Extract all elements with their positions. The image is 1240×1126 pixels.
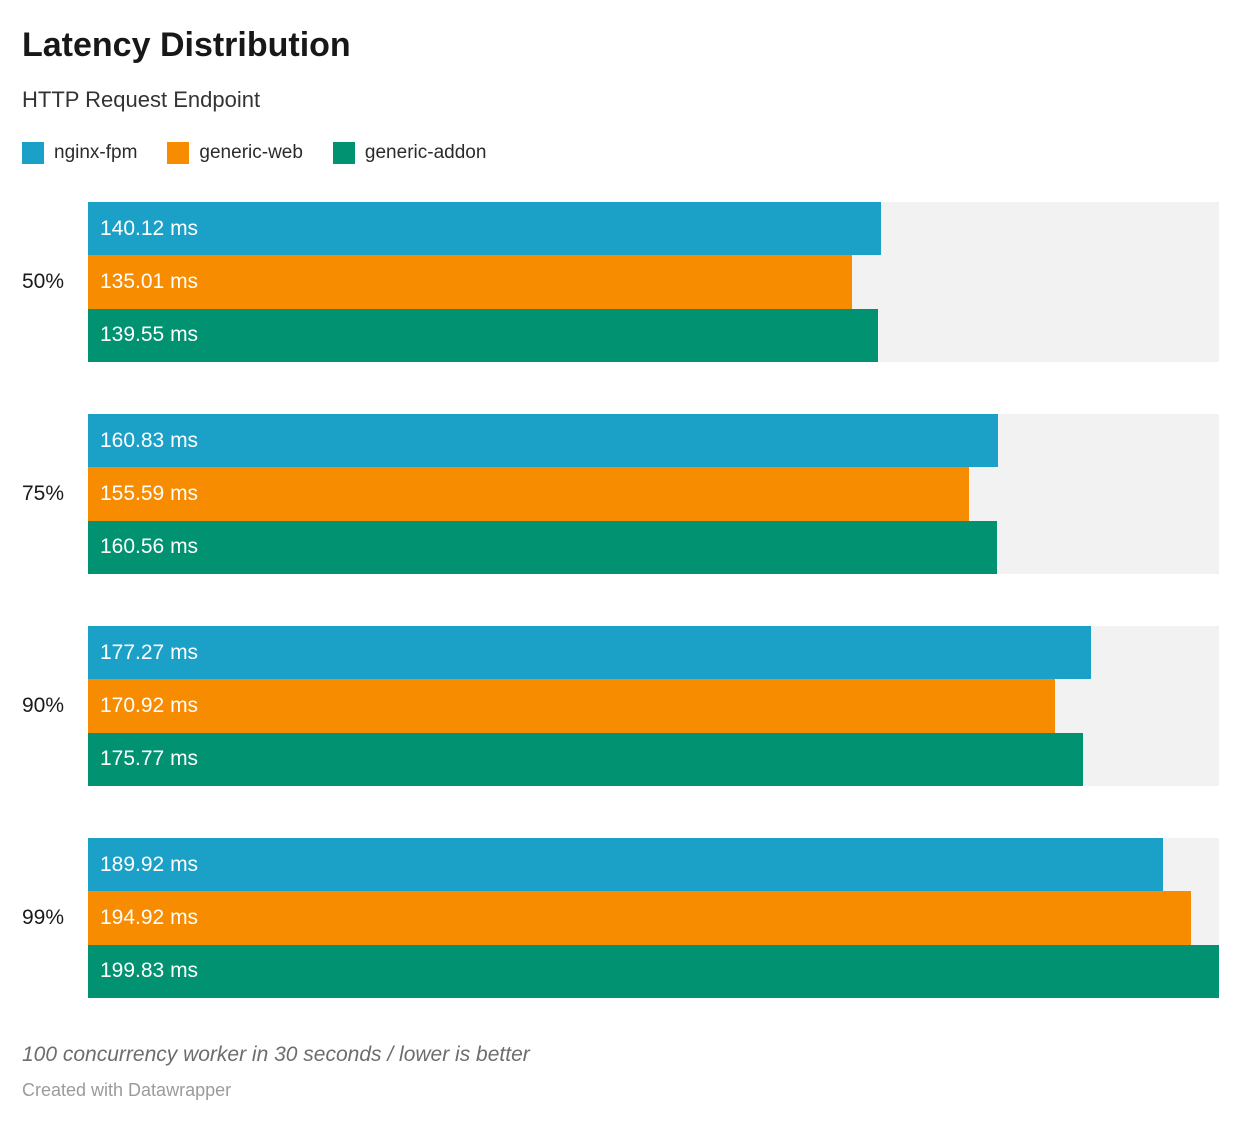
bar-generic-web-99%: 194.92 ms — [88, 891, 1192, 945]
datawrapper-credit: Created with Datawrapper — [22, 1080, 232, 1100]
page-title: Latency Distribution — [22, 26, 351, 64]
bar-group-99%: 99% 189.92 ms 194.92 ms 199.83 ms — [22, 838, 1219, 998]
legend-swatch-nginx-fpm — [22, 142, 44, 164]
value-label: 194.92 ms — [100, 905, 199, 929]
category-label: 50% — [22, 270, 65, 293]
category-label: 90% — [22, 694, 65, 717]
legend-swatch-generic-web — [167, 142, 190, 164]
bar-generic-addon-75%: 160.56 ms — [88, 520, 997, 574]
legend-label: generic-addon — [364, 142, 487, 163]
bar-generic-web-50%: 135.01 ms — [88, 255, 853, 309]
bar-track: 160.83 ms 155.59 ms 160.56 ms — [88, 414, 1219, 574]
value-label: 177.27 ms — [100, 640, 199, 664]
bar-nginx-fpm-75%: 160.83 ms — [88, 414, 999, 468]
category-label: 99% — [22, 906, 65, 929]
value-label: 139.55 ms — [100, 323, 199, 347]
category-label: 75% — [22, 482, 65, 505]
legend-label: generic-web — [199, 142, 303, 163]
chart-note: 100 concurrency worker in 30 seconds / l… — [22, 1043, 530, 1066]
bar-track: 189.92 ms 194.92 ms 199.83 ms — [88, 838, 1219, 998]
bar-generic-addon-50%: 139.55 ms — [88, 308, 878, 362]
chart-subtitle: HTTP Request Endpoint — [22, 87, 261, 112]
bar-generic-web-90%: 170.92 ms — [88, 679, 1056, 733]
value-label: 199.83 ms — [100, 959, 199, 983]
bar-nginx-fpm-99%: 189.92 ms — [88, 838, 1163, 892]
bar-generic-web-75%: 155.59 ms — [88, 467, 969, 521]
value-label: 160.56 ms — [100, 535, 199, 559]
legend-label: nginx-fpm — [54, 142, 138, 163]
bar-group-75%: 75% 160.83 ms 155.59 ms 160.56 ms — [22, 414, 1219, 574]
legend-swatch-generic-addon — [332, 142, 355, 164]
value-label: 189.92 ms — [100, 852, 199, 876]
chart-footer: 100 concurrency worker in 30 seconds / l… — [22, 1042, 1219, 1101]
value-label: 155.59 ms — [100, 481, 199, 505]
bar-group-90%: 90% 177.27 ms 170.92 ms 175.77 ms — [22, 626, 1219, 786]
legend-item-generic-addon: generic-addon — [332, 142, 487, 164]
legend: nginx-fpm generic-web generic-addon — [22, 140, 1219, 166]
bar-track: 140.12 ms 135.01 ms 139.55 ms — [88, 202, 1219, 362]
bar-nginx-fpm-90%: 177.27 ms — [88, 626, 1092, 680]
value-label: 135.01 ms — [100, 269, 199, 293]
bar-chart: 50% 140.12 ms 135.01 ms 139.55 ms 75% 160.83 … — [22, 202, 1219, 998]
bar-nginx-fpm-50%: 140.12 ms — [88, 202, 882, 256]
bar-generic-addon-99%: 199.83 ms — [88, 944, 1219, 998]
bar-generic-addon-90%: 175.77 ms — [88, 732, 1083, 786]
legend-item-generic-web: generic-web — [167, 142, 303, 164]
value-label: 160.83 ms — [100, 428, 199, 452]
value-label: 175.77 ms — [100, 747, 199, 771]
bar-group-50%: 50% 140.12 ms 135.01 ms 139.55 ms — [22, 202, 1219, 362]
value-label: 140.12 ms — [100, 216, 199, 240]
legend-item-nginx-fpm: nginx-fpm — [22, 142, 137, 164]
value-label: 170.92 ms — [100, 693, 199, 717]
bar-track: 177.27 ms 170.92 ms 175.77 ms — [88, 626, 1219, 786]
